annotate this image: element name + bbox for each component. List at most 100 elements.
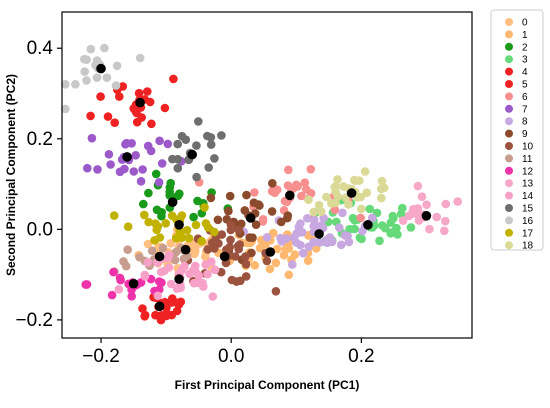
data-point <box>226 235 235 245</box>
data-point <box>106 160 115 169</box>
data-point <box>309 215 319 225</box>
data-point <box>314 200 324 210</box>
data-point <box>362 188 372 197</box>
data-point <box>300 178 310 187</box>
data-point <box>325 233 335 242</box>
legend-item-18: 18 <box>505 241 534 252</box>
data-point <box>157 211 166 221</box>
legend-item-4: 4 <box>505 67 528 78</box>
legend-label: 15 <box>522 204 534 215</box>
data-point <box>135 53 145 63</box>
data-point <box>303 214 312 223</box>
legend-item-10: 10 <box>505 142 534 153</box>
data-point <box>200 203 209 212</box>
data-point <box>107 290 117 300</box>
data-point <box>367 213 377 223</box>
legend-marker <box>505 104 513 113</box>
data-point <box>129 167 139 176</box>
data-point <box>251 220 261 229</box>
data-point <box>225 191 235 201</box>
data-point <box>330 182 340 192</box>
data-point <box>119 257 128 266</box>
data-point <box>406 223 416 232</box>
data-point <box>166 178 175 188</box>
data-point <box>258 217 268 226</box>
data-point <box>210 265 220 275</box>
data-point <box>298 248 308 258</box>
legend-marker <box>505 67 513 76</box>
data-point <box>145 97 155 107</box>
data-point <box>181 135 191 144</box>
legend-item-13: 13 <box>505 179 534 190</box>
data-point <box>338 208 347 218</box>
data-point <box>316 221 326 230</box>
data-point <box>103 112 113 121</box>
legend-item-9: 9 <box>505 129 528 140</box>
data-point <box>191 220 201 230</box>
data-point <box>322 192 331 202</box>
data-point <box>357 204 366 214</box>
data-point <box>96 92 105 101</box>
data-point <box>182 225 192 235</box>
data-point <box>155 136 164 146</box>
series-7 <box>83 133 186 187</box>
ticks-layer: −0.2 0.0 0.2 −0.2 0.0 0.2 0.4 <box>15 38 374 367</box>
data-point <box>262 233 272 242</box>
data-point <box>154 178 164 187</box>
data-point <box>203 269 212 279</box>
data-point <box>291 238 301 247</box>
data-point <box>268 179 277 188</box>
data-point <box>153 291 163 301</box>
centroid-point-0 <box>180 244 191 255</box>
data-point <box>356 192 366 202</box>
data-point <box>165 187 174 197</box>
data-point <box>120 164 129 174</box>
series-5 <box>86 74 178 129</box>
data-point <box>197 236 206 246</box>
centroid-layer <box>96 63 432 312</box>
centroid-point-16 <box>96 63 106 74</box>
data-point <box>284 270 294 280</box>
data-point <box>279 250 289 260</box>
data-point <box>330 205 340 215</box>
data-point <box>134 88 144 98</box>
data-point <box>185 269 194 279</box>
legend-marker <box>505 216 513 225</box>
centroid-point-12 <box>128 278 139 289</box>
data-point <box>61 104 70 114</box>
data-point <box>112 61 122 71</box>
data-point <box>210 227 219 237</box>
data-point <box>152 225 161 235</box>
legend-item-1: 1 <box>505 30 528 41</box>
centroid-point-10 <box>219 251 230 262</box>
data-point <box>333 175 342 184</box>
data-point <box>453 197 463 206</box>
data-point <box>210 154 219 163</box>
data-point <box>144 188 153 198</box>
legend-label: 9 <box>522 129 528 140</box>
data-point <box>393 230 402 239</box>
legend-marker <box>505 179 513 188</box>
legend-item-7: 7 <box>505 104 528 115</box>
data-point <box>232 277 241 286</box>
series-12 <box>81 267 166 301</box>
data-point <box>147 246 157 256</box>
legend-item-11: 11 <box>505 154 533 165</box>
legend-marker <box>505 191 513 200</box>
data-point <box>204 163 213 172</box>
legend-marker <box>505 18 513 26</box>
legend-label: 11 <box>522 154 533 165</box>
data-point <box>173 163 183 173</box>
data-point <box>155 233 165 242</box>
legend-label: 4 <box>522 67 528 78</box>
data-point <box>377 176 387 186</box>
data-point <box>140 312 149 321</box>
legend-label: 14 <box>522 191 534 202</box>
data-point <box>303 256 313 266</box>
data-point <box>104 150 114 159</box>
data-point <box>422 200 431 209</box>
data-point <box>283 211 293 220</box>
data-point <box>180 262 189 271</box>
data-point <box>143 87 152 96</box>
data-point <box>265 264 275 274</box>
